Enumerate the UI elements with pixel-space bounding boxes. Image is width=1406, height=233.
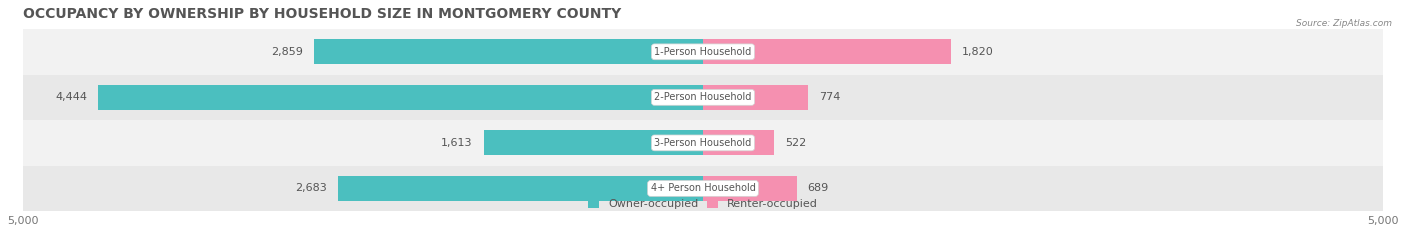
Text: OCCUPANCY BY OWNERSHIP BY HOUSEHOLD SIZE IN MONTGOMERY COUNTY: OCCUPANCY BY OWNERSHIP BY HOUSEHOLD SIZE… [22,7,621,21]
Text: 1,820: 1,820 [962,47,993,57]
Bar [98,85,703,110]
Bar [703,85,808,110]
Bar [22,29,1384,75]
Text: 3-Person Household: 3-Person Household [654,138,752,148]
Bar [22,75,1384,120]
Bar [22,120,1384,166]
Text: 774: 774 [820,92,841,102]
Text: 689: 689 [807,183,830,193]
Text: 4,444: 4,444 [55,92,87,102]
Text: 522: 522 [785,138,806,148]
Text: 2,683: 2,683 [295,183,328,193]
Bar [703,176,797,201]
Bar [22,166,1384,211]
Text: 4+ Person Household: 4+ Person Household [651,183,755,193]
Legend: Owner-occupied, Renter-occupied: Owner-occupied, Renter-occupied [588,199,818,209]
Bar [703,130,775,155]
Bar [337,176,703,201]
Text: 2-Person Household: 2-Person Household [654,92,752,102]
Text: 1,613: 1,613 [441,138,472,148]
Text: 2,859: 2,859 [271,47,304,57]
Text: Source: ZipAtlas.com: Source: ZipAtlas.com [1296,19,1392,28]
Text: 1-Person Household: 1-Person Household [654,47,752,57]
Bar [484,130,703,155]
Bar [314,39,703,64]
Bar [703,39,950,64]
